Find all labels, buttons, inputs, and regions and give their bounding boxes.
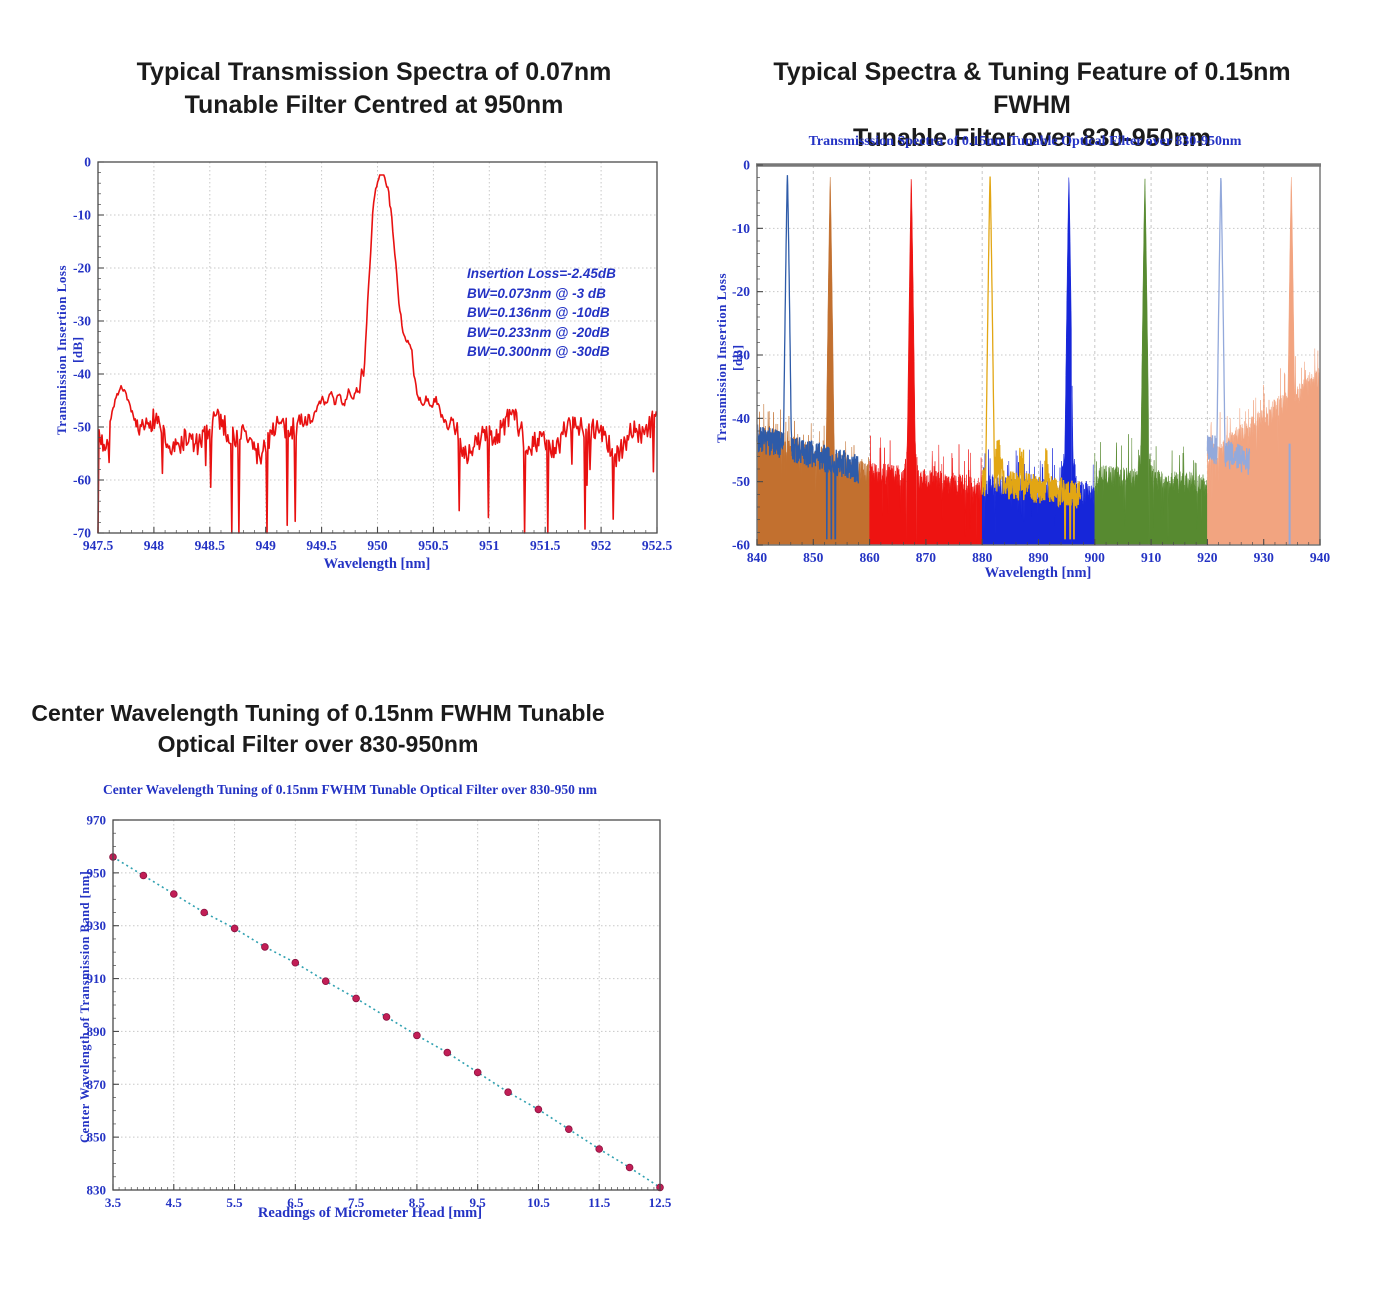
svg-text:910: 910: [87, 971, 107, 986]
svg-text:0: 0: [743, 158, 750, 173]
chart3-heading: Center Wavelength Tuning of 0.15nm FWHM …: [18, 698, 618, 760]
svg-text:880: 880: [972, 550, 993, 565]
svg-text:860: 860: [859, 550, 880, 565]
svg-text:940: 940: [1310, 550, 1331, 565]
chart1-heading: Typical Transmission Spectra of 0.07nm T…: [74, 56, 674, 122]
svg-text:890: 890: [87, 1024, 107, 1039]
svg-text:948: 948: [144, 538, 165, 553]
svg-text:-20: -20: [732, 284, 750, 299]
svg-text:7.5: 7.5: [348, 1195, 365, 1210]
annotation-bw-20db: BW=0.233nm @ -20dB: [467, 324, 610, 340]
svg-text:3.5: 3.5: [105, 1195, 122, 1210]
svg-text:6.5: 6.5: [287, 1195, 304, 1210]
svg-text:950: 950: [367, 538, 388, 553]
svg-text:947.5: 947.5: [83, 538, 114, 553]
chart1-annotation: Insertion Loss=-2.45dB BW=0.073nm @ -3 d…: [467, 264, 647, 362]
chart2-inner-title: Transmisssion Spectra of 0.15nm Tunable …: [808, 134, 1242, 149]
svg-text:930: 930: [87, 918, 107, 933]
svg-text:-50: -50: [73, 420, 91, 435]
chart1-x-axis-label: Wavelength [nm]: [323, 556, 431, 572]
svg-text:-40: -40: [73, 367, 91, 382]
chart2-y-axis-label: Transmission Insertion Loss [dB]: [714, 273, 745, 444]
svg-text:952.5: 952.5: [642, 538, 673, 553]
svg-text:951: 951: [479, 538, 500, 553]
chart2-heading: Typical Spectra & Tuning Feature of 0.15…: [732, 56, 1332, 155]
svg-text:910: 910: [1141, 550, 1162, 565]
svg-text:0: 0: [84, 155, 91, 170]
chart3-x-axis-label: Readings of Micrometer Head [mm]: [257, 1205, 483, 1221]
annotation-bw-10db: BW=0.136nm @ -10dB: [467, 305, 610, 320]
annotation-bw-3db: BW=0.073nm @ -3 dB: [467, 285, 606, 301]
svg-text:8.5: 8.5: [409, 1195, 426, 1210]
chart2-heading-line2: Tunable Filter over 830-950nm: [853, 124, 1211, 152]
svg-text:5.5: 5.5: [226, 1195, 243, 1210]
svg-text:870: 870: [916, 550, 937, 565]
chart3-heading-line1: Center Wavelength Tuning of 0.15nm FWHM …: [31, 700, 605, 726]
svg-text:850: 850: [803, 550, 824, 565]
chart3-inner-title: Center Wavelength Tuning of 0.15nm FWHM …: [102, 782, 598, 797]
chart3-plot: 3.5 4.5 5.5 6.5 7.5 8.5 9.5 10.5 11.5 12.5 830 850 8…: [87, 813, 672, 1211]
svg-text:950: 950: [87, 865, 107, 880]
svg-text:-30: -30: [732, 348, 750, 363]
svg-text:4.5: 4.5: [166, 1195, 183, 1210]
svg-text:830: 830: [87, 1183, 107, 1198]
svg-text:970: 970: [87, 813, 107, 828]
svg-text:950.5: 950.5: [418, 538, 449, 553]
chart3-heading-line2: Optical Filter over 830-950nm: [157, 731, 479, 757]
svg-text:-60: -60: [73, 473, 91, 488]
svg-text:930: 930: [1254, 550, 1275, 565]
svg-text:11.5: 11.5: [588, 1195, 611, 1210]
svg-text:870: 870: [87, 1077, 107, 1092]
svg-text:-50: -50: [732, 474, 750, 489]
chart2-plot: 840 850 860 870 880 890 900 910 920 930 940 0 -10 -20…: [732, 158, 1331, 566]
chart2-heading-line1: Typical Spectra & Tuning Feature of 0.15…: [773, 58, 1291, 119]
svg-text:-10: -10: [73, 208, 91, 223]
svg-text:9.5: 9.5: [470, 1195, 487, 1210]
svg-text:-20: -20: [73, 261, 91, 276]
svg-text:949: 949: [256, 538, 277, 553]
svg-text:948.5: 948.5: [195, 538, 226, 553]
svg-text:952: 952: [591, 538, 612, 553]
annotation-bw-30db: BW=0.300nm @ -30dB: [467, 344, 610, 359]
chart1-heading-line1: Typical Transmission Spectra of 0.07nm: [136, 58, 612, 86]
svg-text:850: 850: [87, 1130, 107, 1145]
svg-text:900: 900: [1085, 550, 1106, 565]
svg-text:920: 920: [1197, 550, 1218, 565]
svg-text:-60: -60: [732, 538, 750, 553]
annotation-insertion-loss: Insertion Loss=-2.45dB: [467, 266, 616, 281]
svg-text:-10: -10: [732, 221, 750, 236]
svg-text:-30: -30: [73, 314, 91, 329]
chart2-x-axis-label: Wavelength [nm]: [984, 565, 1092, 581]
svg-text:890: 890: [1028, 550, 1049, 565]
svg-text:12.5: 12.5: [649, 1195, 672, 1210]
svg-text:840: 840: [747, 550, 768, 565]
svg-text:-70: -70: [73, 526, 91, 541]
svg-text:10.5: 10.5: [527, 1195, 550, 1210]
svg-text:951.5: 951.5: [530, 538, 561, 553]
chart1-heading-line2: Tunable Filter Centred at 950nm: [184, 91, 564, 119]
chart1-y-axis-label: Transmission Insertion Loss [dB]: [54, 265, 85, 436]
chart3-y-axis-label: Center Wavelength of Transmission Band […: [78, 870, 92, 1144]
svg-text:949.5: 949.5: [306, 538, 337, 553]
chart1-plot: 947.5 948 948.5 949 949.5 950 950.5 951 951.5 952…: [73, 155, 673, 554]
svg-text:-40: -40: [732, 411, 750, 426]
